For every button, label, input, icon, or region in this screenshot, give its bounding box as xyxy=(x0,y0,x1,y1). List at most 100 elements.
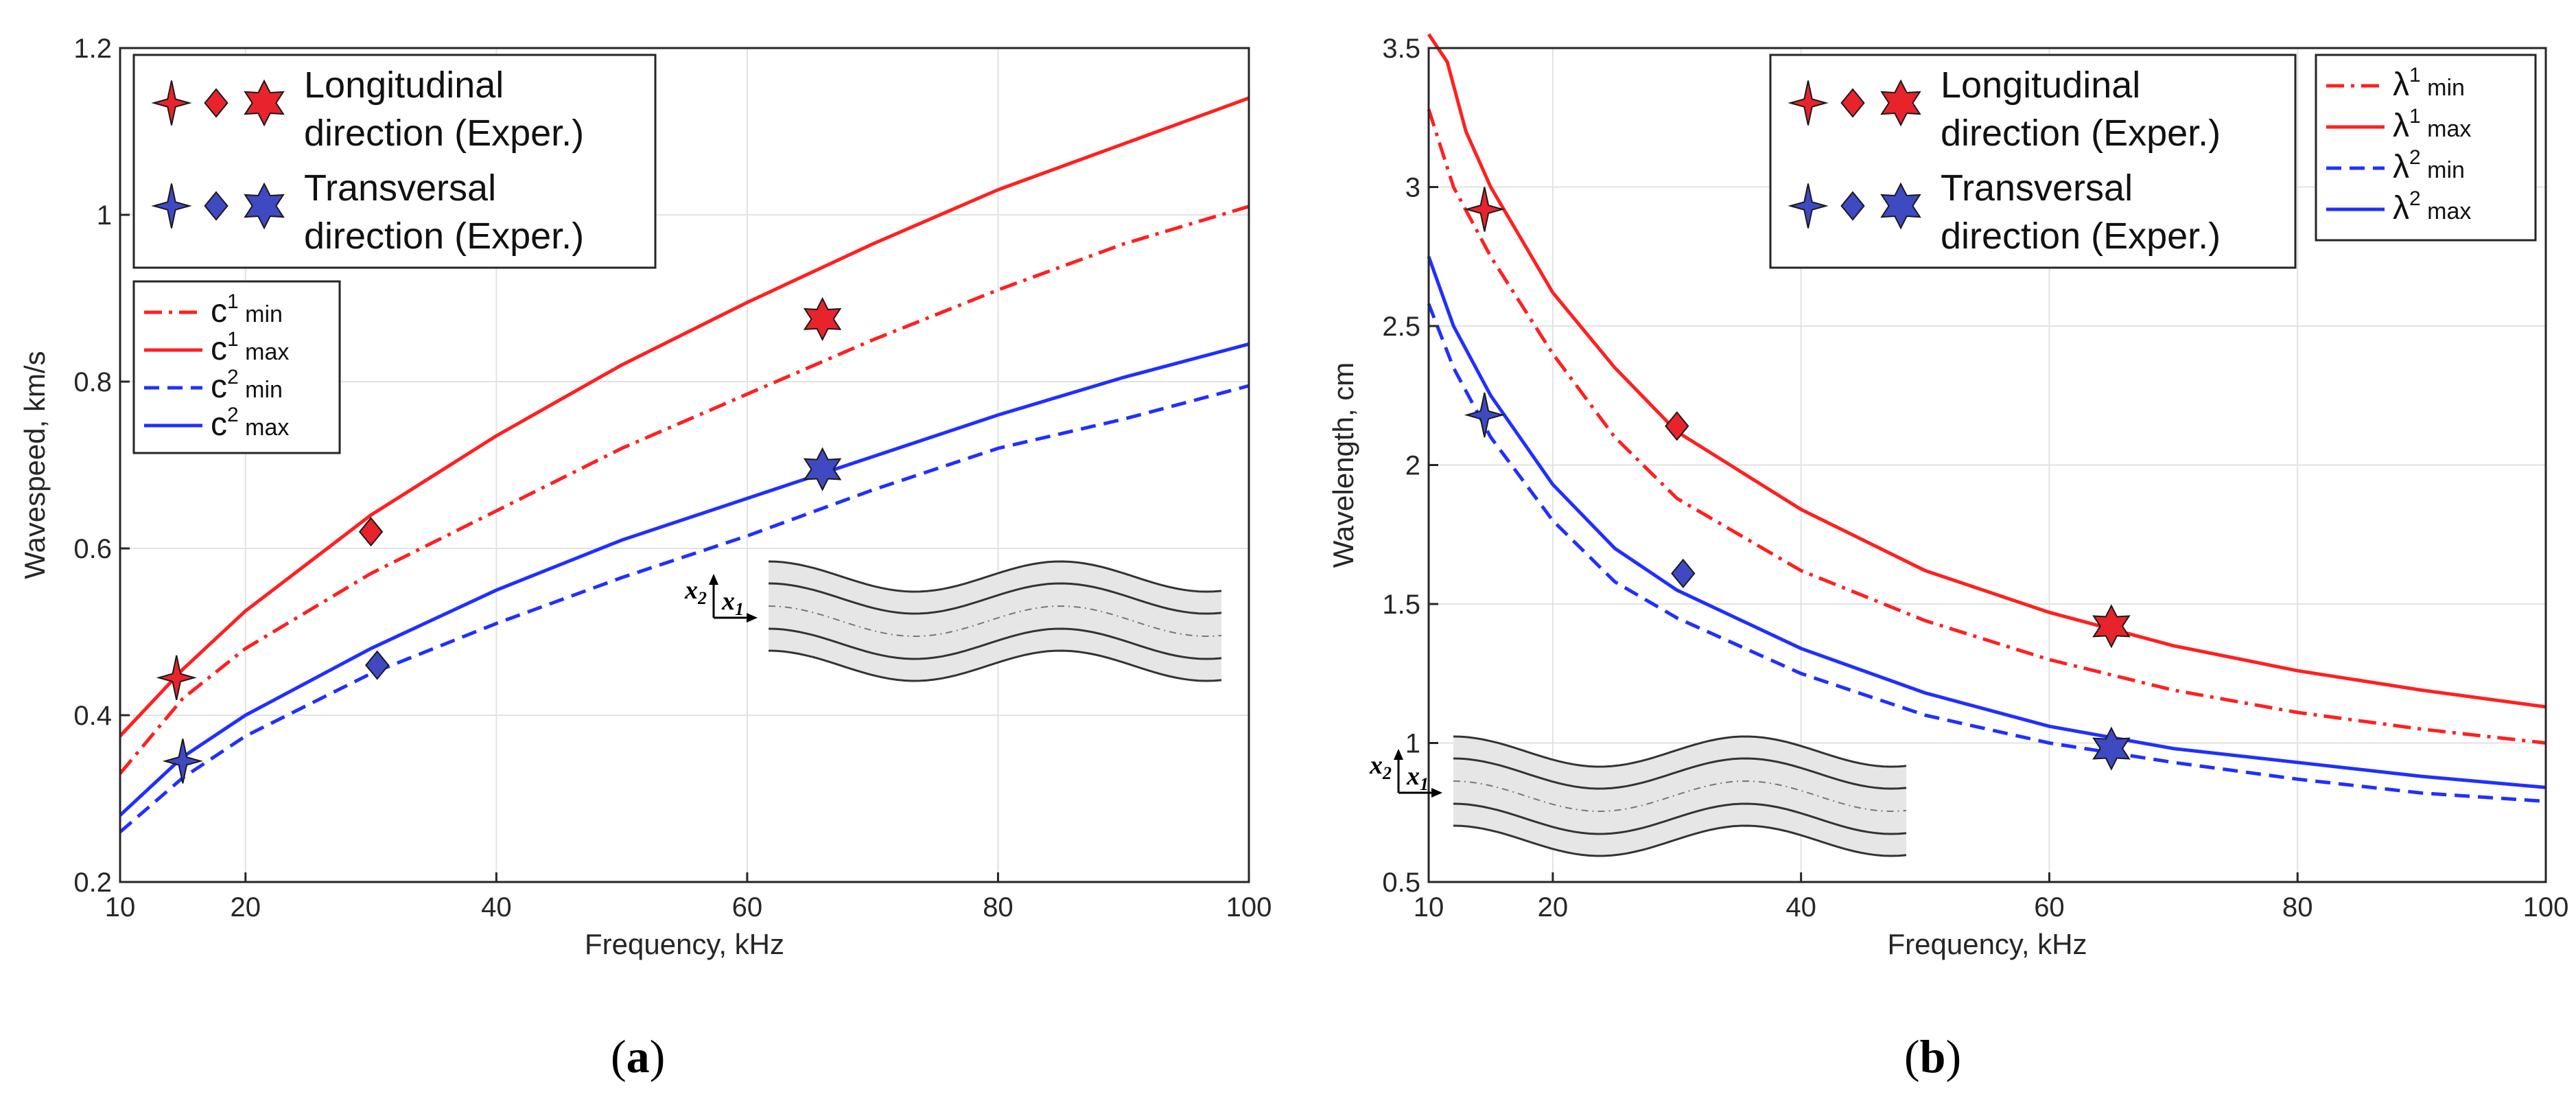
x-tick-label: 100 xyxy=(2523,892,2569,922)
legend-entry-2-min: c2 min xyxy=(144,366,283,405)
legend-text-line1: Transversal xyxy=(1941,167,2133,209)
data-marker-transversal-diamond xyxy=(1671,558,1696,589)
legend-star4-marker xyxy=(151,183,192,229)
y-tick-label: 3 xyxy=(1405,173,1420,203)
panel-letter-a: a xyxy=(626,1030,650,1082)
data-marker-longitudinal-star4 xyxy=(1464,187,1506,232)
legend-label: λ2 min xyxy=(2393,146,2465,185)
series-line-2-max xyxy=(119,342,1250,817)
y-axis-label: Wavespeed, km/s xyxy=(19,351,51,579)
series-line-2-max xyxy=(1427,255,2546,789)
legend-label: c1 max xyxy=(211,328,289,367)
inset-ply-line xyxy=(1453,802,1907,835)
legend-entry-1-max: λ1 max xyxy=(2326,105,2471,144)
inset-arrowhead-x2 xyxy=(709,574,718,585)
y-tick-label: 0.4 xyxy=(73,701,112,731)
data-marker-transversal-hexagram xyxy=(803,447,842,491)
data-marker-transversal-hexagram xyxy=(2092,726,2131,771)
legend-label: λ1 max xyxy=(2393,105,2471,144)
inset-ply-line xyxy=(768,605,1222,638)
legend-diamond-marker xyxy=(204,88,229,118)
inset-ply-line xyxy=(768,649,1222,682)
x-tick-label: 10 xyxy=(1414,892,1444,922)
y-tick-label: 2.5 xyxy=(1382,312,1420,342)
inset-ply-line xyxy=(1453,735,1907,768)
legend-hexagram-marker xyxy=(244,182,285,230)
data-marker-longitudinal-diamond xyxy=(358,517,384,547)
x-axis-label: Frequency, kHz xyxy=(1888,928,2087,960)
y-tick-label: 0.6 xyxy=(73,534,112,564)
legend-diamond-marker xyxy=(1840,88,1865,118)
data-marker-transversal-star4 xyxy=(162,739,204,784)
x-tick-label: 10 xyxy=(105,892,136,922)
x-tick-label: 40 xyxy=(1785,892,1816,922)
inset-arrowhead-x1 xyxy=(1431,788,1442,798)
legend-entry-longitudinal: Longitudinal direction (Exper.) xyxy=(151,65,584,154)
y-tick-label: 0.2 xyxy=(73,868,112,898)
data-marker-longitudinal-diamond xyxy=(1665,411,1689,441)
x-tick-label: 60 xyxy=(2034,892,2065,922)
inset-ply-line xyxy=(768,627,1222,660)
data-marker-transversal-star4 xyxy=(1464,392,1506,438)
legend-box xyxy=(132,54,657,269)
x-tick-label: 20 xyxy=(231,892,261,922)
series-line-1-min xyxy=(119,205,1250,775)
panel-label-b: (b) xyxy=(1904,1030,1962,1082)
legend-text-line2: direction (Exper.) xyxy=(304,216,584,257)
inset-label-x1: x1 xyxy=(1406,762,1429,794)
data-marker-transversal-diamond xyxy=(365,650,390,680)
x-tick-label: 80 xyxy=(983,892,1014,922)
inset-label-x2: x2 xyxy=(684,576,707,608)
legend-diamond-marker xyxy=(204,191,229,221)
inset-ply-line xyxy=(768,560,1222,593)
legend-entry-1-min: λ1 min xyxy=(2326,64,2465,103)
legend-star4-marker xyxy=(1788,183,1829,229)
x-tick-label: 60 xyxy=(732,892,763,922)
series-line-1-max xyxy=(119,96,1250,738)
inset-ply-diagram: x2 x1 xyxy=(684,560,1222,682)
inset-ply-diagram: x2 x1 xyxy=(1369,735,1907,857)
chart-panel-a: 10 20 40 60 80 100 0.2 0.4 0.6 0.8 1 1.2 Frequency, … xyxy=(19,34,1272,960)
x-axis-label: Frequency, kHz xyxy=(585,928,784,960)
legend-entry-1-min: c1 min xyxy=(144,290,283,329)
inset-arrowhead-x2 xyxy=(1394,749,1403,760)
legend-entry-2-max: λ2 max xyxy=(2326,187,2471,227)
legend-text-line1: Longitudinal xyxy=(1941,65,2140,106)
legend-diamond-marker xyxy=(1840,191,1865,221)
legend-label: c1 min xyxy=(211,290,283,329)
inset-arrowhead-x1 xyxy=(747,613,758,623)
legend-text-line1: Longitudinal xyxy=(304,65,504,106)
legend-entry-2-min: λ2 min xyxy=(2326,146,2465,185)
y-tick-label: 1 xyxy=(1405,729,1420,759)
x-tick-label: 100 xyxy=(1226,892,1272,922)
legend-entry-longitudinal: Longitudinal direction (Exper.) xyxy=(1788,65,2221,154)
legend-entry-transversal: Transversal direction (Exper.) xyxy=(151,167,584,257)
y-tick-label: 0.5 xyxy=(1382,868,1420,898)
legend-label: c2 min xyxy=(211,366,283,405)
series-line-1-min xyxy=(1427,108,2546,745)
y-axis-label: Wavelength, cm xyxy=(1327,362,1359,568)
inset-ply-line xyxy=(768,582,1222,615)
legend-entry-transversal: Transversal direction (Exper.) xyxy=(1788,167,2221,257)
x-tick-label: 80 xyxy=(2282,892,2313,922)
inset-label-x1: x1 xyxy=(721,587,744,619)
y-tick-label: 1.5 xyxy=(1382,590,1420,620)
y-tick-label: 2 xyxy=(1405,451,1420,481)
legend-text-line2: direction (Exper.) xyxy=(1941,216,2221,257)
series-line-2-min xyxy=(119,384,1250,833)
legend-hexagram-marker xyxy=(1880,182,1921,230)
legend-entry-1-max: c1 max xyxy=(144,328,289,367)
legend-entry-2-max: c2 max xyxy=(144,404,289,443)
legend-star4-marker xyxy=(1788,80,1829,126)
legend-hexagram-marker xyxy=(1880,79,1921,127)
data-marker-longitudinal-hexagram xyxy=(2092,604,2131,649)
axes-box xyxy=(119,47,1250,883)
legend-hexagram-marker xyxy=(244,79,285,127)
y-tick-label: 1 xyxy=(97,200,112,231)
data-marker-longitudinal-hexagram xyxy=(803,297,842,341)
chart-panel-b: 10 20 40 60 80 100 0.5 1 1.5 2 2.5 3 3.5 Frequency, k… xyxy=(1327,33,2569,960)
